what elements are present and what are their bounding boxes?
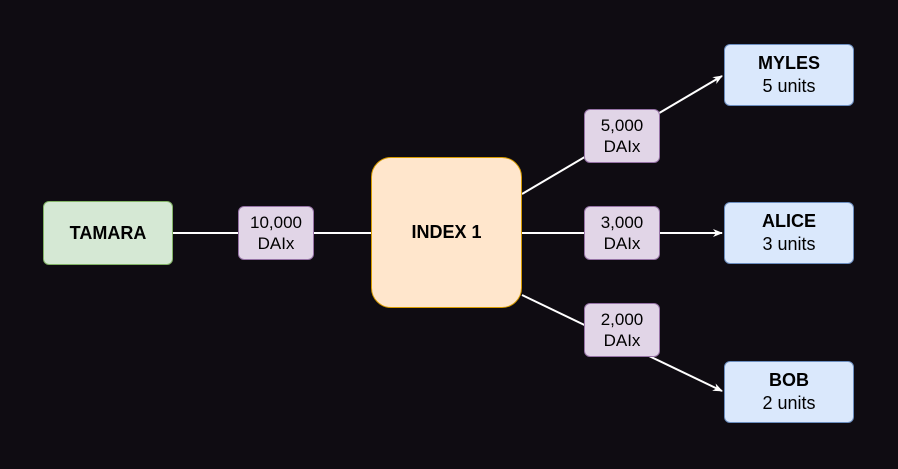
recipient-units: 3 units — [762, 234, 816, 254]
inflow-amount-label: 10,000 DAIx — [238, 206, 314, 260]
amount-label-myles: 5,000 DAIx — [584, 109, 660, 163]
amount-label-bob: 2,000 DAIx — [584, 303, 660, 357]
recipient-node-myles: MYLES 5 units — [724, 44, 854, 106]
index-node: INDEX 1 — [371, 157, 522, 308]
recipient-name: ALICE — [762, 211, 816, 231]
amount-value: 3,000 — [600, 213, 644, 232]
recipient-node-bob: BOB 2 units — [724, 361, 854, 423]
amount-token: DAIx — [603, 137, 641, 156]
recipient-units: 2 units — [762, 393, 816, 413]
source-name: TAMARA — [69, 222, 147, 243]
amount-token: DAIx — [603, 331, 641, 350]
recipient-units: 5 units — [762, 76, 816, 96]
amount-value: 5,000 — [600, 116, 644, 135]
recipient-name: MYLES — [757, 53, 820, 73]
recipient-name: BOB — [769, 370, 809, 390]
source-node-tamara: TAMARA — [43, 201, 173, 265]
recipient-node-alice: ALICE 3 units — [724, 202, 854, 264]
inflow-token: DAIx — [257, 234, 295, 253]
amount-token: DAIx — [603, 234, 641, 253]
amount-value: 2,000 — [600, 310, 644, 329]
index-name: INDEX 1 — [411, 222, 482, 242]
amount-label-alice: 3,000 DAIx — [584, 206, 660, 260]
inflow-amount: 10,000 — [250, 213, 302, 232]
